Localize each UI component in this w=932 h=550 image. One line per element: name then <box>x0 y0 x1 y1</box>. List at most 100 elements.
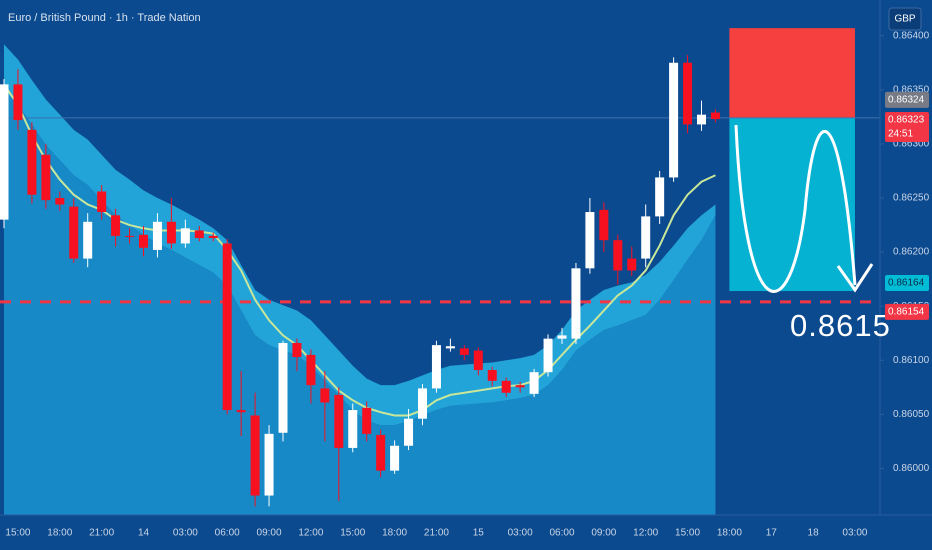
candle-body <box>487 370 497 381</box>
candle-body <box>710 112 720 120</box>
candle-body <box>613 240 623 271</box>
candle-body <box>683 62 693 125</box>
target-price-label: 0.86164 <box>888 278 925 289</box>
y-tick-label: 0.86200 <box>893 247 930 258</box>
x-tick-label: 15:00 <box>5 528 30 539</box>
candle-body <box>306 354 316 386</box>
candle-body <box>194 230 204 239</box>
candle-body <box>669 62 679 178</box>
currency-button[interactable] <box>888 7 922 31</box>
y-tick-label: 0.86000 <box>893 463 930 474</box>
y-tick-label: 0.86100 <box>893 355 930 366</box>
candle-body <box>404 418 414 446</box>
candle-body <box>0 84 9 220</box>
candle-body <box>362 407 372 434</box>
candle-body <box>697 114 706 125</box>
candle-body <box>278 342 288 433</box>
x-tick-label: 12:00 <box>298 528 323 539</box>
x-tick-label: 21:00 <box>424 528 449 539</box>
target-annotation: 0.8615 <box>790 308 891 343</box>
band-fill <box>4 89 716 516</box>
countdown: 24:51 <box>888 129 913 140</box>
candle-body <box>97 191 107 213</box>
currency-label[interactable]: GBP <box>894 14 915 25</box>
x-tick-label: 03:00 <box>842 528 867 539</box>
chart-title: Euro / British Pound · 1h · Trade Nation <box>8 12 201 24</box>
candle-body <box>390 445 400 471</box>
x-tick-label: 06:00 <box>215 528 240 539</box>
candle-body <box>69 206 79 259</box>
entry-price-box <box>885 91 929 108</box>
candle-body <box>166 221 176 244</box>
candle-body <box>473 350 483 371</box>
level-price-label: 0.86154 <box>888 306 925 317</box>
candle-body <box>334 394 344 448</box>
candle-body <box>264 433 274 496</box>
candle-body <box>27 129 37 195</box>
candle-body <box>655 177 665 217</box>
forecast-curve <box>734 124 857 293</box>
x-tick-label: 03:00 <box>173 528 198 539</box>
candle-body <box>557 335 567 339</box>
x-tick-label: 17 <box>766 528 778 539</box>
forecast-arrowhead <box>836 263 874 293</box>
x-tick-label: 15 <box>473 528 485 539</box>
candle-body <box>292 342 302 358</box>
candle-body <box>320 388 330 403</box>
candle-body <box>585 212 595 269</box>
candle-body <box>571 268 581 339</box>
candle-body <box>376 434 386 471</box>
x-tick-label: 15:00 <box>340 528 365 539</box>
candle-body <box>501 380 511 393</box>
candle-body <box>208 235 218 239</box>
candle-body <box>222 243 232 411</box>
last-price-label: 0.86323 <box>888 115 925 126</box>
candle-body <box>431 345 441 389</box>
candle-body <box>459 348 469 355</box>
candle-body <box>152 221 162 250</box>
candle-body <box>13 84 23 121</box>
candle-body <box>529 372 539 394</box>
candle-body <box>543 338 553 373</box>
last-price-box <box>885 112 929 143</box>
candle-body <box>250 415 260 496</box>
candle-body <box>445 346 455 349</box>
y-tick-label: 0.86400 <box>893 30 930 41</box>
candle-body <box>515 385 525 388</box>
candle-body <box>125 235 135 237</box>
plot-area <box>0 28 880 516</box>
x-tick-label: 15:00 <box>675 528 700 539</box>
entry-price-label: 0.86324 <box>888 95 925 106</box>
y-tick-label: 0.86350 <box>893 84 930 95</box>
x-tick-label: 14 <box>138 528 150 539</box>
x-tick-label: 09:00 <box>257 528 282 539</box>
x-tick-label: 12:00 <box>633 528 658 539</box>
x-tick-label: 03:00 <box>508 528 533 539</box>
x-tick-label: 18:00 <box>717 528 742 539</box>
candle-body <box>111 215 121 236</box>
candle-body <box>139 234 148 248</box>
x-tick-label: 18:00 <box>47 528 72 539</box>
target-price-box <box>885 275 929 292</box>
candle-body <box>41 154 51 201</box>
candle-body <box>348 410 358 448</box>
candle-body <box>55 197 65 205</box>
y-tick-label: 0.86050 <box>893 409 930 420</box>
candle-body <box>641 216 651 259</box>
y-tick-label: 0.86300 <box>893 139 930 150</box>
candle-body <box>83 221 93 259</box>
x-tick-label: 18 <box>808 528 820 539</box>
x-tick-label: 21:00 <box>89 528 114 539</box>
candle-body <box>627 258 637 271</box>
candle-body <box>180 228 190 244</box>
x-tick-label: 06:00 <box>549 528 574 539</box>
y-tick-label: 0.86250 <box>893 193 930 204</box>
ema-line <box>3 83 716 417</box>
level-price-box <box>885 303 929 320</box>
candle-body <box>236 410 246 413</box>
candle-body <box>418 388 427 419</box>
x-tick-label: 09:00 <box>591 528 616 539</box>
stop-zone <box>729 28 855 118</box>
